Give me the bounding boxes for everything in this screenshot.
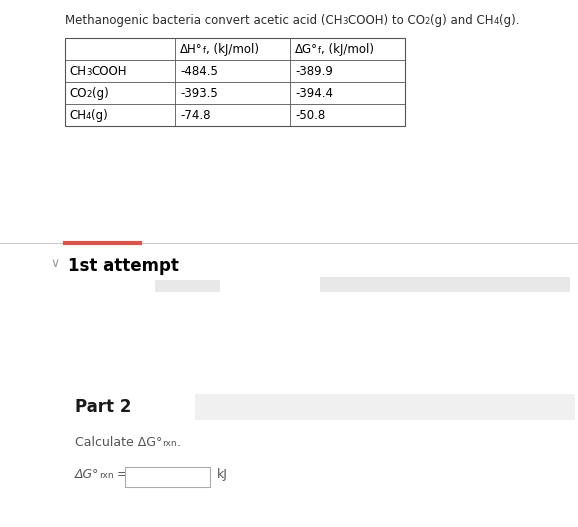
Text: -389.9: -389.9 [295,65,333,78]
Text: 4: 4 [86,112,91,121]
Text: -74.8: -74.8 [180,109,210,122]
Text: (g).: (g). [499,14,520,27]
Text: , (kJ/mol): , (kJ/mol) [206,43,258,56]
Text: ΔG°: ΔG° [0,526,1,527]
Text: 2: 2 [87,90,92,99]
Text: Part 2: Part 2 [75,398,131,416]
Text: rxn: rxn [99,471,114,480]
Text: COOH) to CO: COOH) to CO [348,14,425,27]
Text: 3: 3 [343,17,348,26]
Text: 2: 2 [425,17,430,26]
Text: (g) and CH: (g) and CH [430,14,494,27]
Text: Methanogenic bacteria convert acetic acid (CH: Methanogenic bacteria convert acetic aci… [65,14,343,27]
Text: Calculate ΔG°: Calculate ΔG° [0,526,1,527]
Text: COOH: COOH [91,65,127,78]
Text: CH: CH [69,65,86,78]
Text: ∨: ∨ [50,257,59,270]
Text: CO: CO [69,87,87,100]
Text: 3: 3 [86,68,91,77]
Text: rxn: rxn [162,439,177,448]
Text: (g): (g) [92,87,109,100]
Text: f: f [318,46,321,55]
Text: , (kJ/mol): , (kJ/mol) [321,43,374,56]
Text: -50.8: -50.8 [295,109,325,122]
Text: kJ: kJ [216,468,227,481]
Text: -393.5: -393.5 [180,87,218,100]
Text: (g): (g) [91,109,108,122]
Bar [320,277,570,292]
Text: 4: 4 [494,17,499,26]
Bar [125,467,210,487]
Bar [65,38,405,126]
Text: CH: CH [69,109,86,122]
Text: ΔG°: ΔG° [295,43,318,56]
Text: -394.4: -394.4 [295,87,333,100]
Text: Calculate ΔG°: Calculate ΔG° [75,436,162,449]
Text: ΔG°: ΔG° [75,468,99,481]
Text: =: = [113,468,128,481]
Text: -484.5: -484.5 [180,65,218,78]
Text: f: f [203,46,206,55]
Text: ΔH°: ΔH° [180,43,203,56]
Text: .: . [176,436,180,449]
Text: 1st attempt: 1st attempt [68,257,179,275]
Bar [155,280,220,292]
Bar [195,394,575,420]
